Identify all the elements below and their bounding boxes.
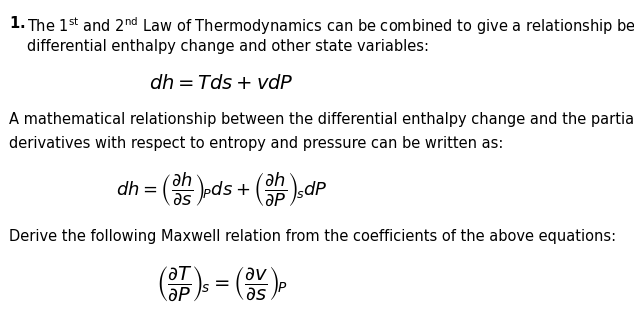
Text: derivatives with respect to entropy and pressure can be written as:: derivatives with respect to entropy and …: [10, 136, 503, 151]
Text: $\left(\dfrac{\partial T}{\partial P}\right)_{\!s} = \left(\dfrac{\partial v}{\p: $\left(\dfrac{\partial T}{\partial P}\ri…: [156, 264, 287, 303]
Text: The 1$^{\mathsf{st}}$ and 2$^{\mathsf{nd}}$ Law of Thermodynamics can be combine: The 1$^{\mathsf{st}}$ and 2$^{\mathsf{nd…: [27, 15, 634, 37]
Text: $dh = Tds + vdP$: $dh = Tds + vdP$: [150, 74, 294, 93]
Text: $\mathbf{1.}$: $\mathbf{1.}$: [10, 15, 25, 31]
Text: differential enthalpy change and other state variables:: differential enthalpy change and other s…: [27, 39, 429, 54]
Text: $dh = \left(\dfrac{\partial h}{\partial s}\right)_{\!P} ds + \left(\dfrac{\parti: $dh = \left(\dfrac{\partial h}{\partial …: [116, 170, 328, 208]
Text: A mathematical relationship between the differential enthalpy change and the par: A mathematical relationship between the …: [10, 111, 634, 127]
Text: Derive the following Maxwell relation from the coefficients of the above equatio: Derive the following Maxwell relation fr…: [10, 229, 616, 244]
